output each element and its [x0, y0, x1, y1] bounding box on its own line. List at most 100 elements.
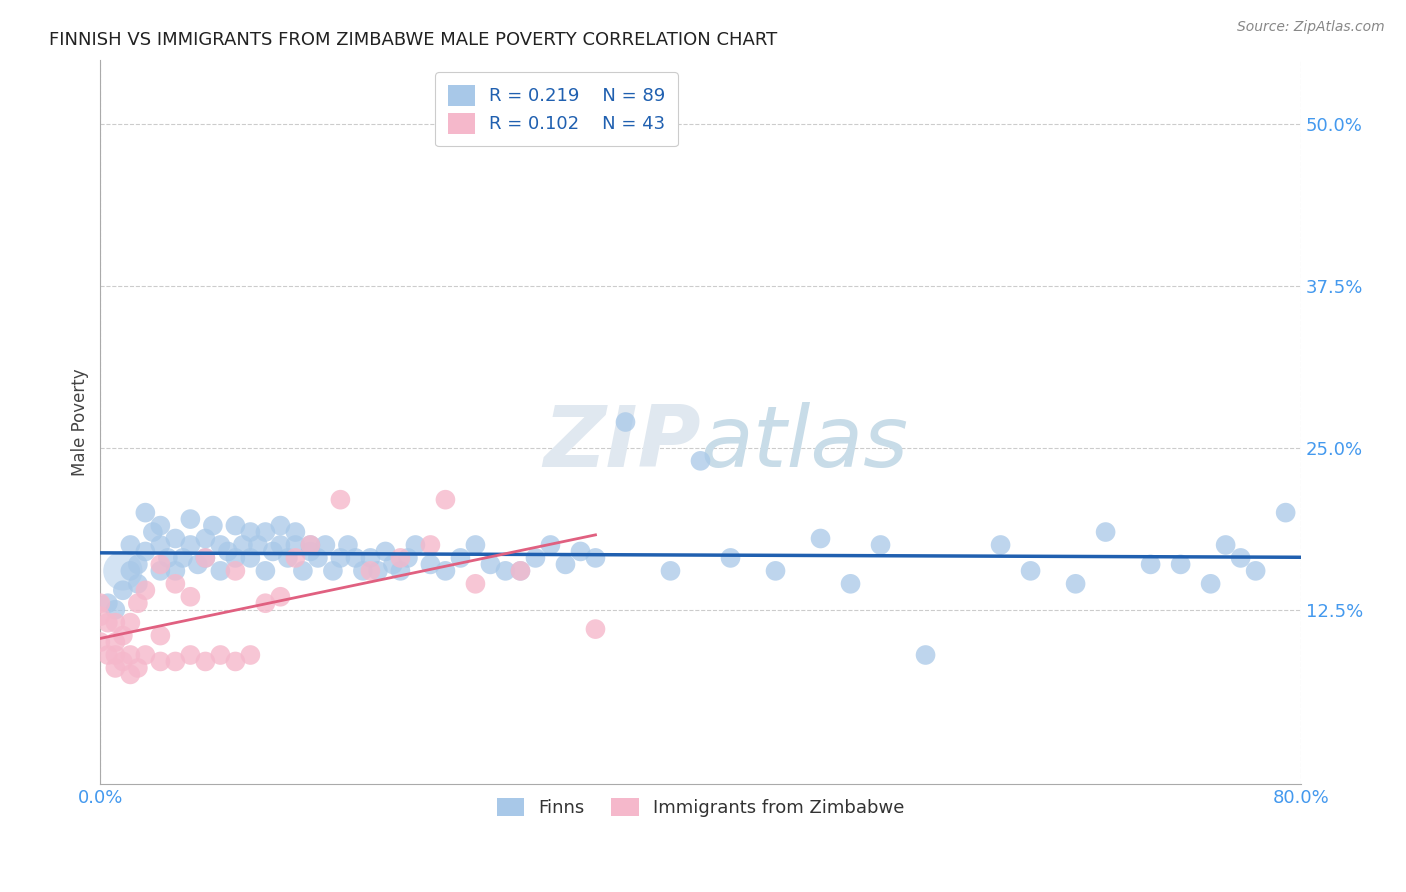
Point [322, 564, 344, 578]
Point [689, 454, 711, 468]
Point [149, 518, 172, 533]
Point [314, 538, 336, 552]
Point [419, 538, 441, 552]
Point [269, 518, 291, 533]
Point [239, 648, 262, 662]
Text: FINNISH VS IMMIGRANTS FROM ZIMBABWE MALE POVERTY CORRELATION CHART: FINNISH VS IMMIGRANTS FROM ZIMBABWE MALE… [49, 31, 778, 49]
Point [224, 518, 246, 533]
Point [1019, 564, 1042, 578]
Point [367, 564, 389, 578]
Point [720, 550, 742, 565]
Legend: Finns, Immigrants from Zimbabwe: Finns, Immigrants from Zimbabwe [488, 789, 914, 826]
Y-axis label: Male Poverty: Male Poverty [72, 368, 89, 475]
Point [224, 564, 246, 578]
Point [329, 492, 352, 507]
Point [239, 550, 262, 565]
Point [810, 532, 832, 546]
Point [359, 550, 381, 565]
Point [179, 538, 201, 552]
Point [659, 564, 682, 578]
Point [1215, 538, 1237, 552]
Point [149, 564, 172, 578]
Point [336, 538, 359, 552]
Point [509, 564, 531, 578]
Point [156, 550, 179, 565]
Point [246, 538, 269, 552]
Point [434, 564, 457, 578]
Point [585, 550, 607, 565]
Point [194, 532, 217, 546]
Point [1244, 564, 1267, 578]
Point [165, 655, 187, 669]
Point [104, 615, 127, 630]
Point [127, 576, 149, 591]
Point [165, 532, 187, 546]
Point [172, 550, 194, 565]
Point [104, 603, 127, 617]
Point [120, 615, 142, 630]
Point [1094, 524, 1116, 539]
Point [89, 596, 111, 610]
Point [120, 564, 142, 578]
Point [359, 564, 381, 578]
Point [97, 596, 120, 610]
Point [269, 538, 291, 552]
Point [509, 564, 531, 578]
Point [232, 538, 254, 552]
Point [111, 629, 134, 643]
Point [344, 550, 367, 565]
Point [284, 550, 307, 565]
Point [389, 550, 412, 565]
Point [179, 512, 201, 526]
Point [104, 661, 127, 675]
Point [120, 667, 142, 681]
Point [111, 583, 134, 598]
Point [179, 648, 201, 662]
Point [254, 596, 277, 610]
Point [284, 524, 307, 539]
Point [449, 550, 471, 565]
Point [1139, 558, 1161, 572]
Point [404, 538, 426, 552]
Point [239, 524, 262, 539]
Point [614, 415, 637, 429]
Point [179, 590, 201, 604]
Point [1229, 550, 1251, 565]
Point [284, 538, 307, 552]
Text: atlas: atlas [700, 402, 908, 485]
Point [89, 635, 111, 649]
Point [262, 544, 284, 558]
Point [89, 609, 111, 624]
Text: Source: ZipAtlas.com: Source: ZipAtlas.com [1237, 20, 1385, 34]
Point [224, 655, 246, 669]
Point [127, 558, 149, 572]
Point [194, 550, 217, 565]
Point [494, 564, 516, 578]
Point [1199, 576, 1222, 591]
Point [869, 538, 891, 552]
Point [134, 544, 156, 558]
Point [142, 524, 165, 539]
Point [224, 550, 246, 565]
Point [329, 550, 352, 565]
Point [104, 635, 127, 649]
Point [277, 550, 299, 565]
Point [120, 648, 142, 662]
Point [1064, 576, 1087, 591]
Point [839, 576, 862, 591]
Point [134, 648, 156, 662]
Point [187, 558, 209, 572]
Point [540, 538, 562, 552]
Point [149, 655, 172, 669]
Point [120, 538, 142, 552]
Point [97, 648, 120, 662]
Point [374, 544, 396, 558]
Point [209, 564, 232, 578]
Point [104, 648, 127, 662]
Point [269, 590, 291, 604]
Point [396, 550, 419, 565]
Point [127, 596, 149, 610]
Point [307, 550, 329, 565]
Point [464, 538, 486, 552]
Point [217, 544, 239, 558]
